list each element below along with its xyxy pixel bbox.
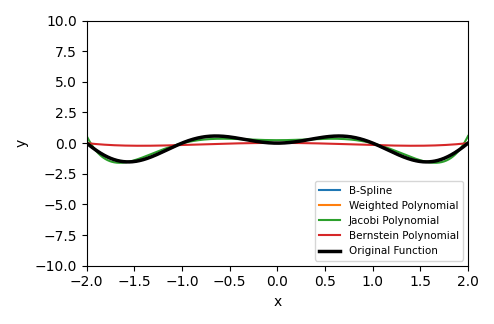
Jacobi Polynomial xyxy=(381,145,387,149)
Line: B-Spline: B-Spline xyxy=(86,136,468,162)
Line: Weighted Polynomial: Weighted Polynomial xyxy=(86,136,468,162)
Weighted Polynomial xyxy=(465,141,471,145)
Jacobi Polynomial xyxy=(465,134,471,138)
Jacobi Polynomial xyxy=(252,138,258,142)
Jacobi Polynomial xyxy=(123,160,129,164)
Bernstein Polynomial xyxy=(251,141,257,145)
Weighted Polynomial xyxy=(252,139,258,143)
B-Spline xyxy=(336,134,342,138)
Weighted Polynomial xyxy=(123,160,128,164)
Weighted Polynomial xyxy=(346,135,352,139)
Bernstein Polynomial xyxy=(388,144,394,147)
Legend: B-Spline, Weighted Polynomial, Jacobi Polynomial, Bernstein Polynomial, Original: B-Spline, Weighted Polynomial, Jacobi Po… xyxy=(315,181,463,260)
B-Spline xyxy=(381,146,387,150)
Line: Jacobi Polynomial: Jacobi Polynomial xyxy=(86,136,468,163)
Line: Bernstein Polynomial: Bernstein Polynomial xyxy=(86,143,468,146)
Jacobi Polynomial xyxy=(83,134,89,138)
Bernstein Polynomial xyxy=(465,141,471,145)
B-Spline xyxy=(388,150,394,154)
Original Function xyxy=(239,137,245,141)
B-Spline xyxy=(465,141,471,145)
Weighted Polynomial xyxy=(125,160,131,164)
Weighted Polynomial xyxy=(238,137,244,141)
B-Spline xyxy=(123,160,128,164)
Weighted Polynomial xyxy=(83,141,89,145)
Weighted Polynomial xyxy=(336,134,342,138)
B-Spline xyxy=(346,135,352,139)
Bernstein Polynomial xyxy=(83,141,89,145)
Original Function xyxy=(465,141,471,145)
Bernstein Polynomial xyxy=(411,144,416,148)
Original Function xyxy=(389,150,395,154)
Original Function xyxy=(382,146,388,150)
Original Function xyxy=(123,160,128,164)
X-axis label: x: x xyxy=(273,295,282,309)
B-Spline xyxy=(238,137,244,141)
Bernstein Polynomial xyxy=(123,144,128,147)
Bernstein Polynomial xyxy=(346,142,352,146)
Weighted Polynomial xyxy=(389,150,395,154)
Weighted Polynomial xyxy=(382,146,388,150)
B-Spline xyxy=(83,141,89,145)
Original Function xyxy=(83,141,89,145)
Bernstein Polynomial xyxy=(381,144,387,147)
Bernstein Polynomial xyxy=(274,141,280,145)
Jacobi Polynomial xyxy=(346,137,352,141)
Original Function xyxy=(213,134,219,138)
Y-axis label: y: y xyxy=(15,139,29,147)
B-Spline xyxy=(423,160,429,164)
Original Function xyxy=(125,160,131,164)
Original Function xyxy=(252,139,258,143)
Bernstein Polynomial xyxy=(238,141,244,145)
Line: Original Function: Original Function xyxy=(86,136,468,162)
B-Spline xyxy=(251,139,257,143)
Jacobi Polynomial xyxy=(238,137,244,141)
Jacobi Polynomial xyxy=(388,147,394,151)
Jacobi Polynomial xyxy=(117,161,123,165)
Original Function xyxy=(346,135,352,139)
